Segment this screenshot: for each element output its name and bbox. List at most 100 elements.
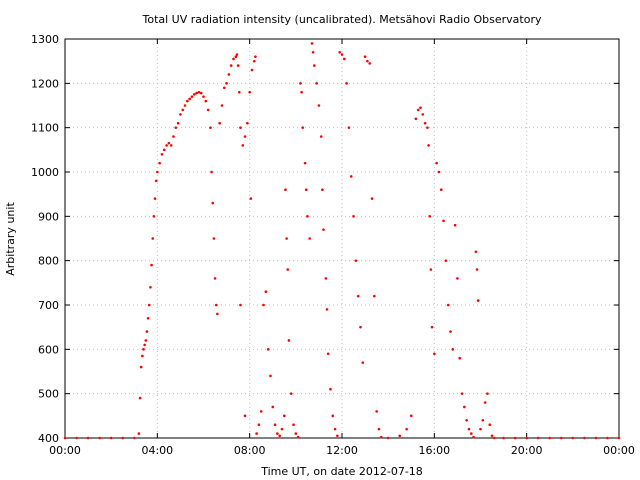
data-point	[469, 432, 473, 435]
data-point	[419, 106, 422, 110]
grid-lines	[65, 39, 619, 438]
x-tick-label: 16:00	[418, 444, 450, 457]
data-point	[321, 188, 324, 192]
data-point	[210, 170, 213, 174]
data-point	[276, 432, 279, 435]
data-point	[160, 152, 164, 156]
data-point	[246, 121, 249, 125]
data-point	[282, 414, 286, 418]
data-point	[154, 179, 158, 183]
data-point	[345, 82, 348, 85]
data-point	[192, 93, 196, 96]
data-point	[423, 121, 427, 125]
data-point	[287, 339, 291, 342]
data-point	[311, 51, 315, 54]
data-point	[218, 121, 221, 125]
data-point	[239, 126, 242, 129]
data-point	[476, 299, 480, 302]
data-point	[308, 237, 311, 240]
data-point	[319, 135, 323, 138]
y-tick-label: 600	[38, 343, 59, 356]
x-tick-label: 12:00	[326, 444, 358, 457]
data-point	[259, 410, 263, 413]
data-point	[241, 144, 245, 147]
data-point	[181, 108, 185, 112]
data-point	[195, 91, 198, 95]
data-point	[398, 434, 402, 438]
data-point	[437, 170, 441, 174]
data-point	[262, 303, 265, 307]
data-point	[361, 361, 365, 364]
data-point	[202, 95, 205, 98]
data-point	[435, 161, 438, 165]
data-point	[324, 277, 328, 280]
data-point	[427, 144, 430, 147]
data-point	[368, 62, 372, 65]
data-point	[156, 170, 159, 174]
data-point	[536, 436, 540, 440]
data-point	[269, 374, 272, 378]
data-point	[63, 436, 67, 440]
data-point	[430, 325, 434, 329]
data-point	[354, 259, 358, 262]
data-point	[453, 223, 457, 227]
data-point	[285, 237, 288, 240]
data-point	[513, 436, 517, 440]
data-point	[386, 436, 390, 440]
data-point	[132, 436, 136, 440]
data-point	[493, 436, 496, 440]
data-point	[239, 303, 242, 307]
data-point	[426, 126, 429, 129]
data-point	[149, 285, 152, 289]
data-point	[349, 175, 353, 178]
chart-title: Total UV radiation intensity (uncalibrat…	[142, 13, 542, 26]
data-point	[167, 141, 171, 145]
axis-ticks: 400 500 600 700 800 900 1000 1100 1200 1300 00:00 0…	[31, 33, 635, 457]
data-point	[571, 436, 575, 440]
data-point	[186, 99, 189, 103]
data-points	[63, 42, 621, 440]
data-point	[460, 392, 464, 395]
data-point	[141, 354, 144, 358]
data-point	[190, 95, 194, 98]
y-axis-label: Arbitrary unit	[4, 202, 17, 276]
data-point	[325, 308, 329, 311]
data-point	[121, 436, 125, 440]
data-point	[472, 435, 475, 439]
x-tick-label: 20:00	[511, 444, 543, 457]
data-point	[266, 348, 270, 351]
data-point	[474, 250, 478, 254]
data-point	[442, 219, 445, 223]
y-tick-label: 1100	[31, 122, 59, 135]
data-point	[147, 303, 151, 307]
data-point	[313, 64, 316, 67]
data-point	[248, 90, 251, 94]
data-point	[379, 435, 383, 439]
y-tick-label: 1000	[31, 166, 59, 179]
data-point	[152, 215, 156, 218]
data-point	[370, 197, 374, 200]
data-point	[333, 427, 337, 431]
data-point	[421, 113, 425, 116]
data-point	[280, 427, 284, 431]
data-point	[150, 263, 153, 267]
data-point	[172, 135, 175, 138]
data-point	[317, 104, 321, 107]
data-point	[206, 108, 210, 112]
data-point	[301, 126, 305, 129]
data-point	[331, 414, 335, 418]
data-point	[467, 427, 471, 431]
data-point	[502, 436, 505, 440]
data-point	[347, 126, 351, 129]
x-tick-label: 08:00	[234, 444, 266, 457]
data-point	[153, 197, 157, 200]
data-point	[109, 436, 113, 440]
data-point	[356, 294, 360, 298]
y-tick-label: 1300	[31, 33, 59, 46]
data-point	[216, 312, 219, 316]
data-point	[326, 352, 330, 356]
data-point	[310, 42, 314, 45]
data-point	[433, 352, 436, 356]
data-point	[405, 427, 408, 431]
